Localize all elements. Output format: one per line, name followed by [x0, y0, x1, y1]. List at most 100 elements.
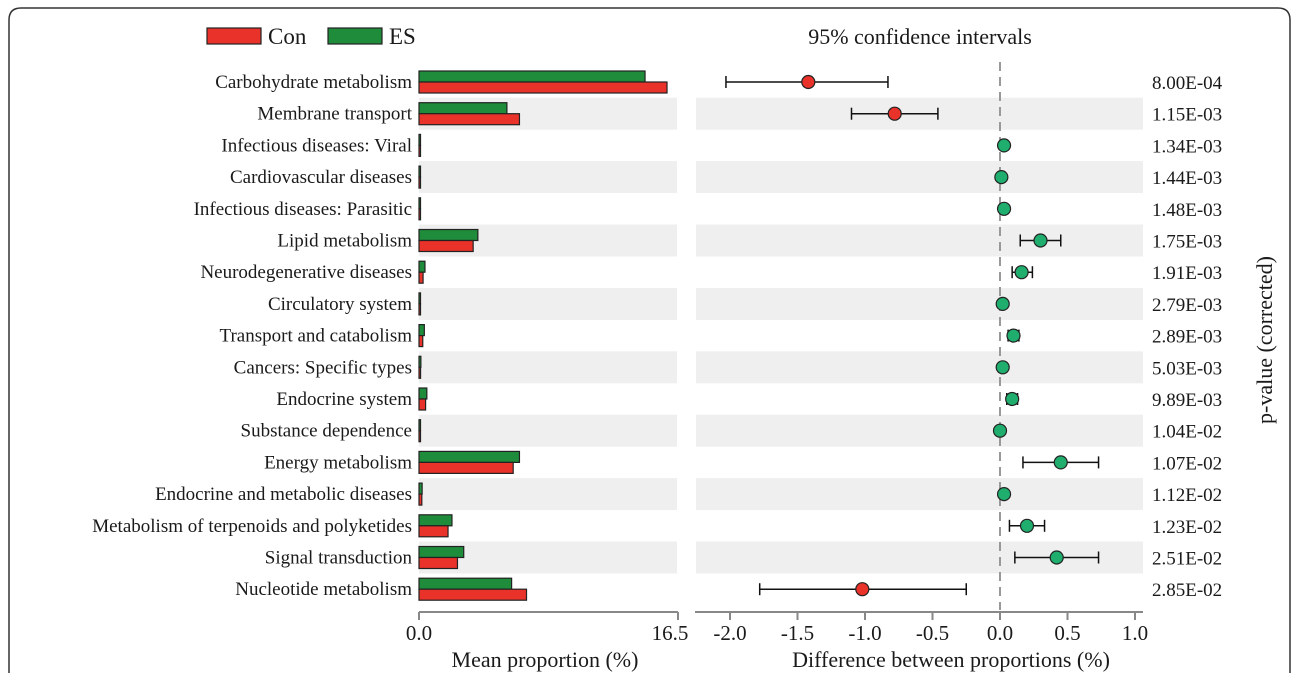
category-label: Substance dependence: [241, 421, 412, 442]
category-label: Infectious diseases: Parasitic: [194, 199, 412, 220]
row-bands: [419, 97, 1143, 574]
p-value-label: 1.91E-03: [1152, 263, 1222, 284]
bar-con: [418, 335, 424, 348]
bar-con: [418, 208, 422, 221]
bar-con: [418, 493, 423, 506]
ci-x-tick-label: -2.0: [713, 621, 746, 645]
row-band: [696, 414, 1143, 447]
bar-es: [418, 228, 479, 242]
bar-es: [418, 165, 422, 178]
p-value-column: 8.00E-04 1.15E-03 1.34E-03 1.44E-03 1.48E-03…: [1152, 73, 1223, 601]
ci-x-tick-label: 0.5: [1054, 621, 1080, 645]
p-value-label: 5.03E-03: [1152, 358, 1222, 379]
row-band: [696, 351, 1143, 384]
bar-es: [418, 197, 422, 210]
ci-x-axis-label: Difference between proportions (%): [792, 647, 1110, 672]
bar-con: [418, 271, 424, 284]
row-band: [419, 161, 677, 194]
bar-es: [418, 482, 423, 495]
ci-x-tick-label: -1.0: [848, 621, 881, 645]
row-band: [419, 287, 677, 320]
bar-con: [418, 239, 474, 253]
ci-x-ticks: -2.0 -1.5 -1.0 -0.5 0.0 0.5 1.0: [713, 612, 1148, 645]
bar-es: [418, 70, 646, 83]
legend-swatch-con: [206, 27, 262, 45]
bar-con: [418, 430, 422, 443]
ci-point: [996, 201, 1012, 216]
row-band: [419, 414, 677, 447]
p-value-label: 8.00E-04: [1152, 73, 1223, 94]
legend: Con ES: [206, 24, 416, 49]
bar-es: [418, 102, 508, 115]
bar-es: [418, 545, 465, 559]
category-label: Membrane transport: [257, 104, 412, 125]
ci-x-tick-label: -1.5: [781, 621, 814, 645]
bar-es: [418, 260, 426, 273]
bar-con: [418, 176, 422, 189]
bar-es: [418, 514, 453, 527]
bar-es: [418, 133, 422, 146]
bar-con: [418, 588, 528, 601]
category-label: Signal transduction: [265, 548, 413, 569]
ci-point: [1053, 455, 1068, 470]
ci-panel: [725, 62, 1100, 610]
p-value-label: 1.23E-02: [1152, 517, 1222, 538]
category-label: Infectious diseases: Viral: [221, 135, 412, 156]
ci-x-tick-label: 0.0: [987, 621, 1013, 645]
category-label: Cardiovascular diseases: [230, 167, 412, 188]
ci-point: [1049, 550, 1064, 565]
ci-point: [801, 74, 816, 90]
ci-point: [1033, 233, 1048, 248]
row-band: [696, 161, 1143, 194]
legend-swatch-es: [327, 27, 383, 45]
ci-point: [855, 582, 870, 597]
p-value-label: 2.79E-03: [1152, 295, 1222, 316]
category-label: Metabolism of terpenoids and polyketides: [92, 516, 412, 537]
p-value-axis-label: p-value (corrected): [1252, 256, 1277, 424]
ci-point: [1005, 391, 1020, 407]
p-value-label: 2.51E-02: [1152, 549, 1222, 570]
ci-point: [994, 170, 1009, 185]
ci-point: [1019, 518, 1035, 533]
p-value-label: 2.89E-03: [1152, 327, 1222, 348]
bar-es: [418, 419, 422, 432]
ci-x-tick-label: -0.5: [916, 621, 949, 645]
ci-panel-title: 95% confidence intervals: [808, 24, 1032, 49]
p-value-label: 1.48E-03: [1152, 200, 1222, 221]
p-value-label: 1.07E-02: [1152, 453, 1222, 474]
bar-es: [418, 450, 521, 463]
bar-es: [418, 292, 422, 305]
category-label: Cancers: Specific types: [234, 357, 412, 378]
p-value-label: 9.89E-03: [1152, 390, 1222, 411]
p-value-label: 1.75E-03: [1152, 232, 1222, 253]
ci-point: [1014, 265, 1029, 280]
row-band: [419, 351, 677, 384]
p-value-label: 1.44E-03: [1152, 168, 1222, 189]
category-label: Endocrine system: [276, 389, 412, 410]
bar-x-tick-label: 16.5: [652, 621, 689, 645]
ci-point: [996, 138, 1012, 153]
category-label: Neurodegenerative diseases: [200, 262, 412, 283]
bar-es: [418, 324, 425, 337]
bar-con: [418, 81, 668, 94]
row-band: [696, 224, 1143, 257]
bar-con: [418, 461, 514, 474]
p-value-label: 1.34E-03: [1152, 136, 1222, 157]
category-label: Carbohydrate metabolism: [215, 72, 412, 93]
row-band: [696, 287, 1143, 320]
bar-con: [418, 556, 459, 570]
bar-con: [418, 398, 427, 411]
bar-es: [418, 355, 422, 368]
bar-con: [418, 525, 449, 538]
category-label: Energy metabolism: [264, 452, 412, 473]
bar-con: [418, 366, 422, 379]
bar-con: [418, 144, 422, 157]
p-value-label: 1.04E-02: [1152, 422, 1222, 443]
legend-label-con: Con: [268, 24, 307, 49]
ci-point: [887, 106, 902, 121]
bar-x-tick-label: 0.0: [406, 621, 432, 645]
ci-x-tick-label: 1.0: [1122, 621, 1148, 645]
bar-es: [418, 387, 428, 400]
bar-con: [418, 113, 521, 126]
